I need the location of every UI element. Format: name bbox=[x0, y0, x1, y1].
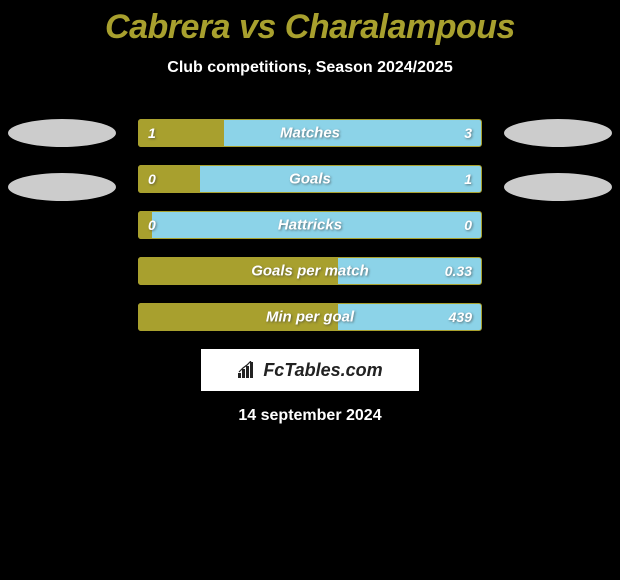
stat-val-right: 0.33 bbox=[445, 263, 472, 279]
comparison-chart: 1 Matches 3 0 Goals 1 0 Hattricks 0 Goal… bbox=[0, 119, 620, 331]
bar-chart-icon bbox=[237, 361, 257, 379]
stat-label: Matches bbox=[138, 125, 482, 142]
logo-text: FcTables.com bbox=[263, 360, 382, 381]
player-avatar-left-2 bbox=[8, 173, 116, 201]
stat-val-right: 439 bbox=[449, 309, 472, 325]
stat-val-right: 0 bbox=[464, 217, 472, 233]
stat-row-min-per-goal: Min per goal 439 bbox=[138, 303, 482, 331]
page-title: Cabrera vs Charalampous bbox=[0, 0, 620, 47]
stat-label: Min per goal bbox=[138, 309, 482, 326]
player-avatar-left-1 bbox=[8, 119, 116, 147]
stat-val-right: 3 bbox=[464, 125, 472, 141]
stat-row-goals: 0 Goals 1 bbox=[138, 165, 482, 193]
stat-label: Hattricks bbox=[138, 217, 482, 234]
stat-row-goals-per-match: Goals per match 0.33 bbox=[138, 257, 482, 285]
page-subtitle: Club competitions, Season 2024/2025 bbox=[0, 59, 620, 77]
logo-badge: FcTables.com bbox=[201, 349, 419, 391]
player-avatar-right-1 bbox=[504, 119, 612, 147]
stat-label: Goals per match bbox=[138, 263, 482, 280]
stat-row-hattricks: 0 Hattricks 0 bbox=[138, 211, 482, 239]
stat-label: Goals bbox=[138, 171, 482, 188]
stat-val-right: 1 bbox=[464, 171, 472, 187]
stat-row-matches: 1 Matches 3 bbox=[138, 119, 482, 147]
footer-date: 14 september 2024 bbox=[0, 407, 620, 425]
player-avatar-right-2 bbox=[504, 173, 612, 201]
